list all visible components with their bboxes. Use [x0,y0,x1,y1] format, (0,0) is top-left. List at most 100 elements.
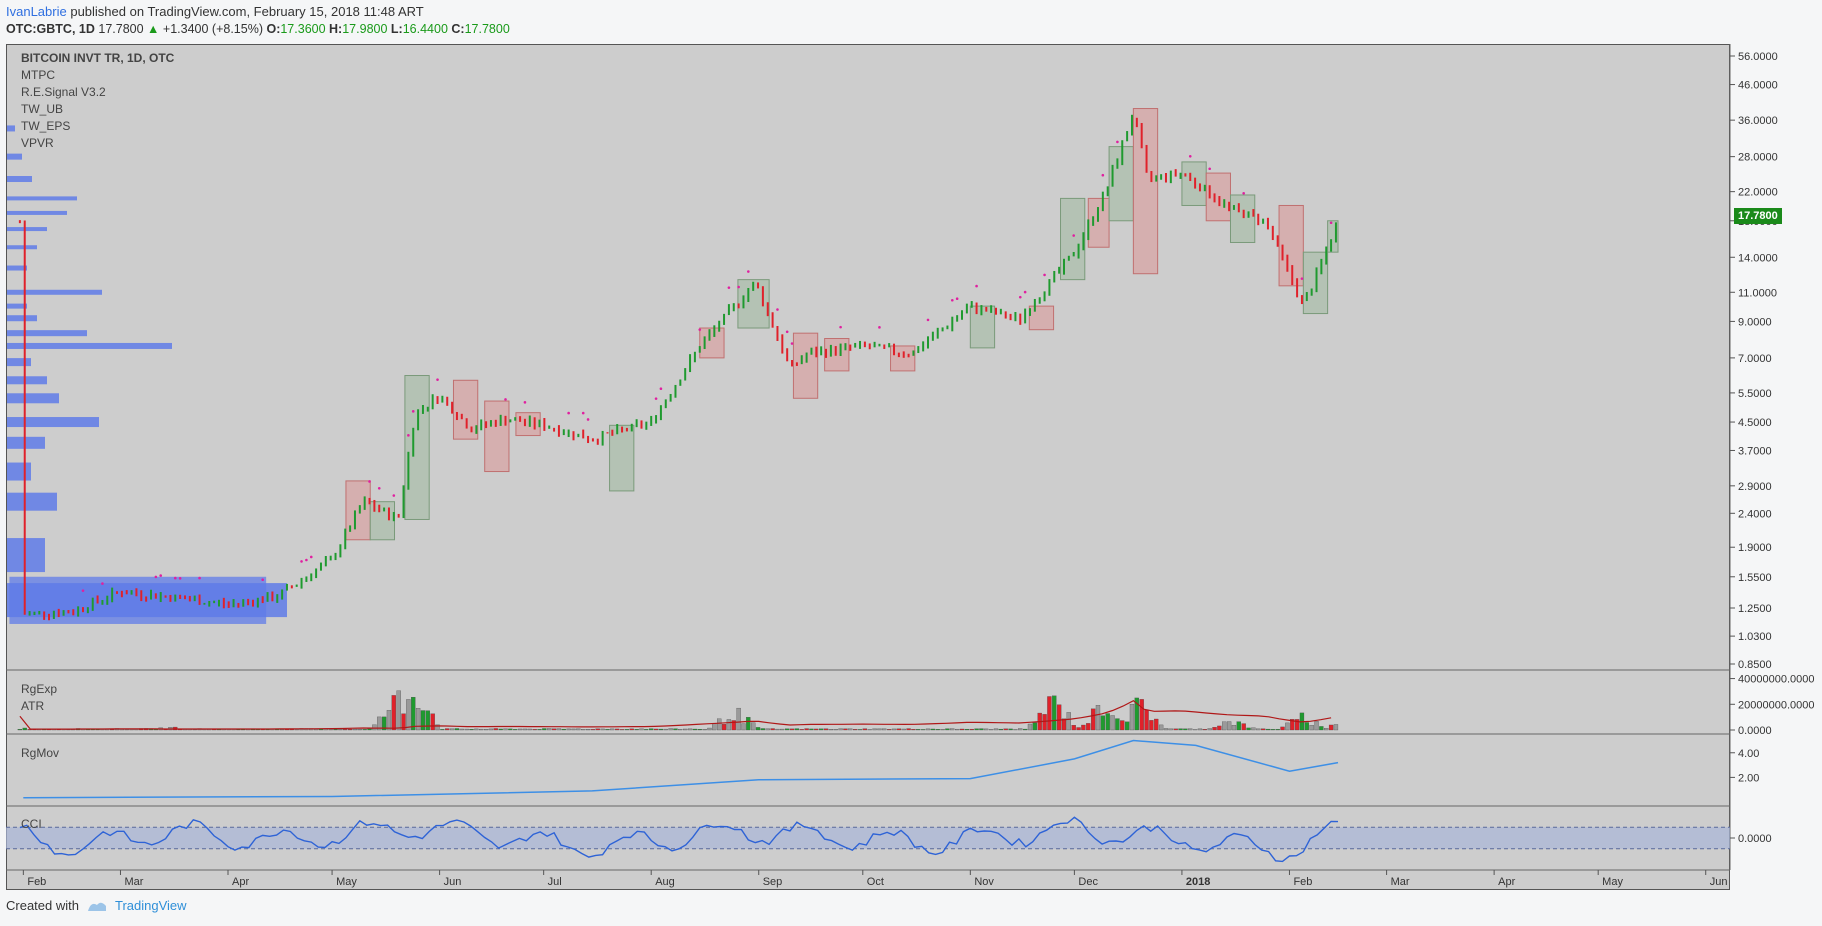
signal-dot [300,560,303,563]
volume-bar [367,728,372,731]
volume-bar [590,729,596,731]
price-ticks: 56.000046.000036.000028.000022.000018.00… [1730,51,1814,845]
volume-bar [945,728,950,731]
volume-bar [551,728,557,731]
time-tick-label: Feb [1293,876,1312,888]
volume-bar [333,728,338,731]
legend-indicator[interactable]: VPVR [21,136,54,150]
tradingview-link[interactable]: TradingView [114,898,187,913]
time-tick-label: Oct [867,876,884,888]
legend-indicator[interactable]: TW_EPS [21,119,71,133]
signal-dot [776,308,779,311]
volume-bar [634,729,639,731]
volume-bar [1333,724,1339,731]
vol-legend: RgExp ATR [21,681,57,715]
legend-indicator[interactable]: TW_UB [21,102,63,116]
signal-dot [1116,140,1119,144]
volume-bar [1071,725,1076,731]
price-tick-label: 14.0000 [1738,252,1778,264]
legend-indicator[interactable]: ATR [21,699,45,713]
volume-bar [1052,695,1057,731]
signal-dot [411,410,415,413]
volume-bar [338,729,343,731]
volume-bar [838,728,843,731]
volume-bar [673,728,678,731]
open-label: O: [266,22,281,36]
volume-bar [547,728,552,731]
time-tick-label: 2018 [1186,876,1210,888]
volume-bar [1280,726,1285,731]
volume-bar [760,728,766,731]
volume-bar [1202,729,1207,731]
publish-info: published on TradingView.com, February 1… [70,4,424,19]
signal-dot [659,387,663,391]
chart-svg[interactable]: 56.000046.000036.000028.000022.000018.00… [6,44,1822,890]
cci-series [19,816,1339,863]
volume-bar [770,728,775,731]
plot-background [6,44,1730,890]
author-link[interactable]: IvanLabrie [6,4,67,19]
legend-indicator[interactable]: R.E.Signal V3.2 [21,85,106,99]
legend-indicator[interactable]: MTPC [21,68,55,82]
footer: Created with TradingView [6,898,187,913]
last-price-tag: 17.7800 [1734,208,1782,224]
volume-bar [717,718,722,731]
volume-bar [1076,727,1081,731]
up-arrow-icon: ▲ [147,22,160,36]
volume-bar [1212,727,1217,731]
volume-bar [1168,728,1173,731]
signal-dot [698,328,702,331]
volume-bar [814,728,819,731]
legend-indicator[interactable]: RgExp [21,682,58,696]
signal-dot [261,578,264,582]
volume-bar [901,728,906,731]
volume-bar [721,724,727,731]
profile-bar [7,315,37,322]
price-tick-label: 22.0000 [1738,187,1778,199]
signal-dot [1208,167,1211,171]
volume-bar [1324,727,1329,731]
volume-bar [940,729,945,731]
volume-bar [1270,729,1275,731]
volume-bar [906,728,911,731]
volume-bar [683,728,688,731]
volume-bar [493,728,498,731]
volume-bar [629,728,634,731]
cci-line [6,816,1730,863]
volume-bar [17,729,23,731]
volume-bar [440,729,445,731]
signal-box [1229,194,1256,243]
price-tick-label: 2.4000 [1738,508,1772,520]
chart-area[interactable]: 56.000046.000036.000028.000022.000018.00… [6,44,1822,890]
volume-bar [712,723,717,731]
signal-dot [101,582,104,585]
signal-dot [975,284,978,288]
volume-bar [498,728,503,731]
main-legend: BITCOIN INVT TR, 1D, OTC MTPC R.E.Signal… [21,50,174,152]
volume-bar [522,728,528,731]
price-tick-label: 5.5000 [1738,388,1772,400]
legend-indicator[interactable]: CCI [21,817,42,831]
profile-bar [7,210,67,215]
volume-bar [508,728,513,731]
signal-dot [1023,290,1027,294]
volume-bar [1018,728,1023,731]
signal-dot [1300,277,1304,280]
volume-bar [702,729,707,731]
volume-bar [459,728,464,731]
volume-bar [1056,704,1062,731]
volume-bar [1110,715,1115,731]
volume-bar [561,728,566,731]
profile-bar [7,196,77,201]
signal-box [404,375,430,520]
volume-bar [872,728,877,731]
volume-bar [988,729,994,731]
volume-bar [1294,719,1300,731]
symbol-label: OTC:GBTC, 1D [6,22,95,36]
signal-dot [790,342,794,345]
volume-bar [415,708,421,731]
volume-bar [707,727,712,731]
volume-bar [998,728,1004,731]
cci-legend: CCI [21,816,42,833]
legend-indicator[interactable]: RgMov [21,746,60,760]
